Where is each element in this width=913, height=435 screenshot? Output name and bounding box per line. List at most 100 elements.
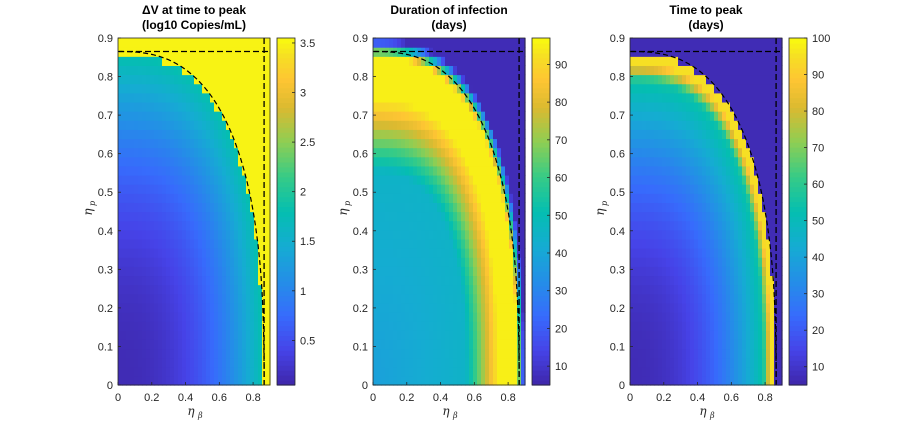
heatmap-cell bbox=[762, 294, 767, 304]
heatmap-cell bbox=[662, 138, 667, 148]
heatmap-cell bbox=[158, 129, 163, 139]
heatmap-cell bbox=[198, 138, 203, 148]
heatmap-cell bbox=[730, 312, 735, 322]
heatmap-cell bbox=[429, 38, 434, 48]
heatmap-cell bbox=[373, 376, 378, 386]
heatmap-cell bbox=[166, 166, 171, 176]
heatmap-cell bbox=[226, 138, 231, 148]
y-tick-label: 0.4 bbox=[98, 226, 113, 238]
heatmap-cell bbox=[393, 193, 398, 203]
heatmap-cell bbox=[742, 75, 747, 85]
heatmap-cell bbox=[698, 56, 703, 66]
heatmap-cell bbox=[130, 303, 135, 313]
heatmap-cell bbox=[198, 111, 203, 121]
heatmap-cell bbox=[409, 348, 414, 358]
heatmap-cell bbox=[489, 294, 494, 304]
heatmap-cell bbox=[630, 367, 635, 377]
heatmap-cell bbox=[437, 84, 442, 94]
colorbar-tick-label: 10 bbox=[555, 361, 567, 373]
heatmap-cell bbox=[453, 56, 458, 66]
heatmap-cell bbox=[210, 148, 215, 158]
heatmap-cell bbox=[190, 230, 195, 240]
heatmap-cell bbox=[122, 239, 127, 249]
heatmap-cell bbox=[234, 157, 239, 167]
heatmap-cell bbox=[501, 330, 506, 340]
heatmap-cell bbox=[258, 358, 263, 368]
heatmap-cell bbox=[477, 148, 482, 158]
colorbar-tick-label: 1 bbox=[300, 286, 306, 298]
heatmap-cell bbox=[150, 294, 155, 304]
heatmap-cell bbox=[662, 38, 667, 48]
heatmap-cell bbox=[194, 93, 199, 103]
heatmap-cell bbox=[682, 129, 687, 139]
heatmap-cell bbox=[186, 56, 191, 66]
heatmap-cell bbox=[421, 75, 426, 85]
colorbar-segment bbox=[532, 251, 550, 257]
heatmap-cell bbox=[750, 75, 755, 85]
heatmap-cell bbox=[437, 212, 442, 222]
heatmap-cell bbox=[154, 312, 159, 322]
heatmap-cell bbox=[385, 193, 390, 203]
heatmap-cell bbox=[421, 294, 426, 304]
heatmap-cell bbox=[650, 56, 655, 66]
heatmap-cell bbox=[126, 303, 131, 313]
heatmap-cells bbox=[373, 38, 526, 386]
heatmap-cell bbox=[206, 111, 211, 121]
heatmap-cell bbox=[118, 102, 123, 112]
heatmap-cell bbox=[409, 148, 414, 158]
colorbar-segment bbox=[277, 117, 295, 123]
heatmap-cell bbox=[662, 56, 667, 66]
colorbar-segment bbox=[277, 326, 295, 332]
heatmap-cell bbox=[762, 376, 767, 386]
heatmap-cell bbox=[206, 367, 211, 377]
heatmap-cell bbox=[714, 166, 719, 176]
heatmap-cell bbox=[714, 257, 719, 267]
heatmap-cell bbox=[162, 193, 167, 203]
heatmap-cell bbox=[437, 120, 442, 130]
heatmap-cell bbox=[722, 38, 727, 48]
colorbar-segment bbox=[789, 246, 807, 252]
heatmap-cell bbox=[373, 266, 378, 276]
heatmap-cell bbox=[682, 93, 687, 103]
heatmap-cell bbox=[405, 56, 410, 66]
heatmap-cell bbox=[238, 294, 243, 304]
colorbar-segment bbox=[277, 68, 295, 74]
heatmap-cell bbox=[449, 175, 454, 185]
heatmap-cell bbox=[405, 75, 410, 85]
heatmap-cell bbox=[202, 111, 207, 121]
heatmap-cell bbox=[710, 275, 715, 285]
heatmap-cell bbox=[766, 56, 771, 66]
heatmap-cell bbox=[190, 312, 195, 322]
heatmap-cell bbox=[405, 148, 410, 158]
heatmap-cell bbox=[666, 376, 671, 386]
heatmap-cell bbox=[162, 312, 167, 322]
heatmap-cell bbox=[762, 175, 767, 185]
heatmap-cell bbox=[465, 239, 470, 249]
heatmap-cell bbox=[421, 193, 426, 203]
heatmap-cell bbox=[134, 212, 139, 222]
heatmap-cell bbox=[682, 202, 687, 212]
heatmap-cell bbox=[429, 166, 434, 176]
colorbar-segment bbox=[532, 117, 550, 123]
heatmap-cell bbox=[738, 294, 743, 304]
heatmap-cell bbox=[469, 212, 474, 222]
heatmap-cell bbox=[734, 339, 739, 349]
heatmap-cell bbox=[413, 312, 418, 322]
heatmap-cell bbox=[210, 102, 215, 112]
heatmap-cell bbox=[730, 239, 735, 249]
heatmap-cell bbox=[758, 38, 763, 48]
heatmap-cell bbox=[170, 129, 175, 139]
heatmap-cell bbox=[694, 38, 699, 48]
heatmap-cell bbox=[513, 202, 518, 212]
heatmap-cell bbox=[670, 312, 675, 322]
heatmap-cell bbox=[469, 120, 474, 130]
heatmap-cell bbox=[630, 193, 635, 203]
heatmap-cell bbox=[762, 38, 767, 48]
heatmap-cell bbox=[142, 348, 147, 358]
heatmap-cell bbox=[214, 257, 219, 267]
heatmap-cell bbox=[158, 166, 163, 176]
heatmap-cell bbox=[750, 184, 755, 194]
heatmap-cell bbox=[417, 65, 422, 75]
heatmap-cell bbox=[441, 202, 446, 212]
heatmap-cell bbox=[658, 202, 663, 212]
